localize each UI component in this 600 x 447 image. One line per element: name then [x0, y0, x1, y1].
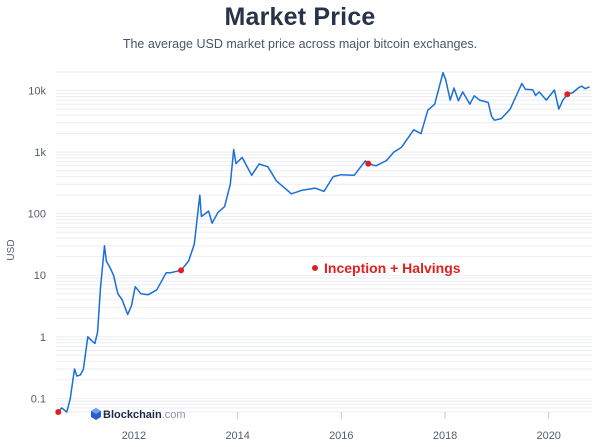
legend-label: Inception + Halvings	[324, 260, 461, 276]
grid-lines	[56, 71, 592, 413]
x-axis: 2012 2014 2016 2018 2020	[122, 412, 561, 442]
legend-annotation: Inception + Halvings	[312, 260, 461, 276]
halving-marker	[178, 267, 185, 274]
halving-markers	[55, 91, 571, 415]
y-tick-label: 10k	[28, 86, 46, 98]
halving-marker	[55, 409, 62, 415]
y-tick-label: 1	[40, 332, 46, 344]
brand-domain: .com	[162, 409, 186, 421]
y-axis: 0.1 1 10 100 1k 10k	[28, 86, 47, 406]
legend-marker	[312, 265, 318, 271]
x-tick-label: 2020	[536, 430, 560, 442]
x-tick-label: 2018	[433, 430, 457, 442]
x-tick-label: 2014	[225, 430, 249, 442]
y-axis-title: USD	[6, 239, 17, 260]
y-tick-label: 100	[28, 209, 46, 221]
chart-title: Market Price	[224, 3, 376, 31]
blockchain-logo-icon	[91, 408, 101, 420]
x-tick-label: 2012	[122, 430, 146, 442]
x-tick-label: 2016	[329, 430, 353, 442]
price-line	[57, 71, 590, 413]
y-tick-label: 10	[34, 270, 46, 282]
brand-logo: Blockchain.com	[91, 408, 186, 421]
halving-marker	[564, 91, 571, 98]
y-tick-label: 1k	[34, 147, 46, 159]
brand-name: Blockchain	[103, 409, 162, 421]
chart-subtitle: The average USD market price across majo…	[122, 37, 478, 51]
y-tick-label: 0.1	[31, 393, 46, 405]
svg-text:Blockchain.com: Blockchain.com	[103, 409, 186, 421]
halving-marker	[365, 160, 372, 167]
